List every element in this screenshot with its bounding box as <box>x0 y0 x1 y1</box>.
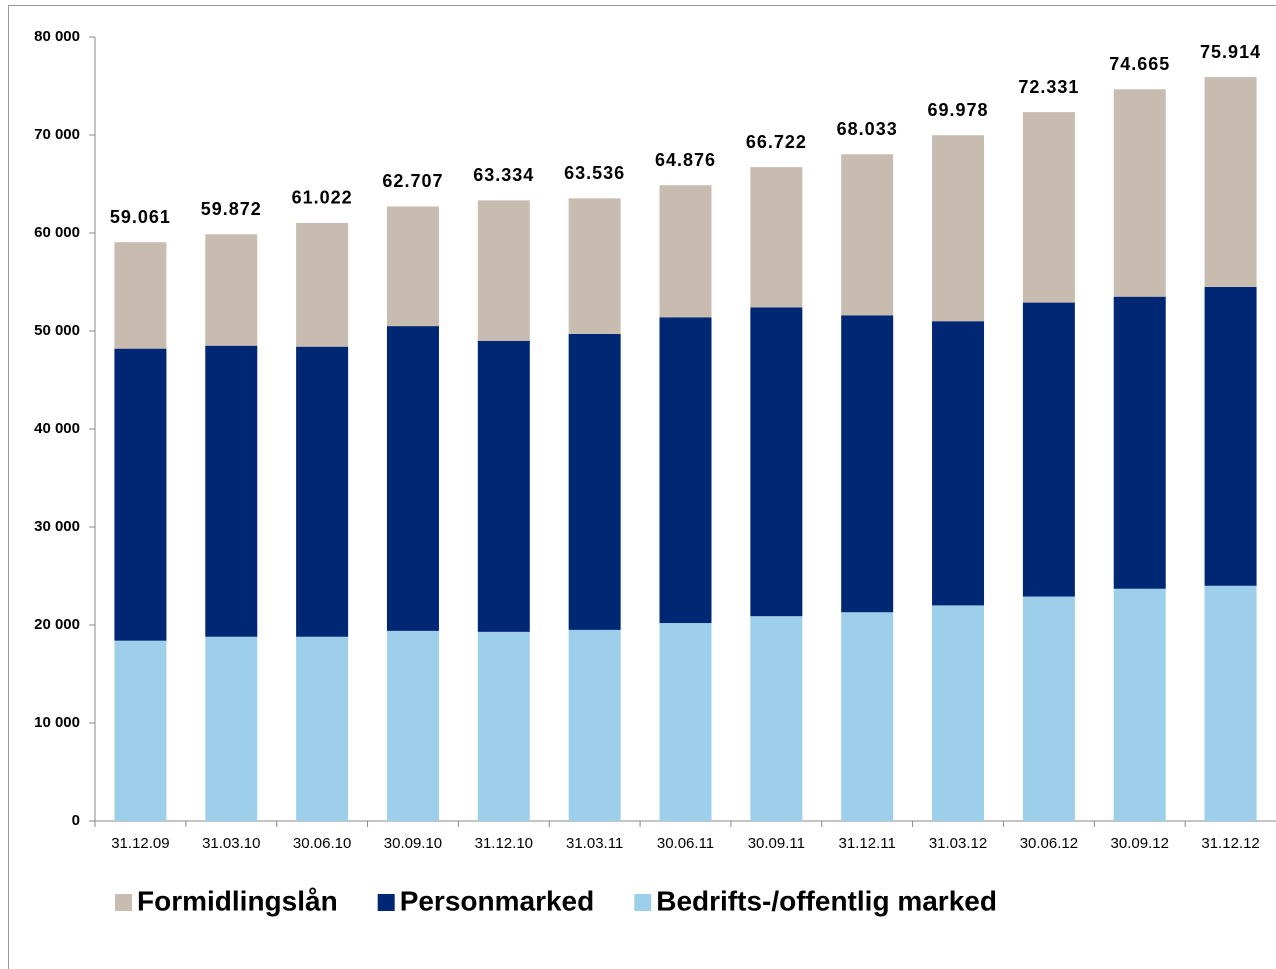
x-tick-label: 30.09.11 <box>748 835 805 852</box>
total-label: 61.022 <box>292 188 353 208</box>
bar-segment <box>841 315 894 613</box>
x-tick-label: 31.12.09 <box>111 835 169 852</box>
x-tick-label: 31.12.10 <box>475 835 533 852</box>
y-tick-label: 60 000 <box>34 224 80 241</box>
total-label: 62.707 <box>382 171 443 191</box>
bar-segment <box>114 242 167 349</box>
legend-swatch <box>377 894 395 911</box>
total-label: 68.033 <box>837 119 898 139</box>
y-tick-label: 20 000 <box>34 616 80 633</box>
total-label: 63.334 <box>473 165 534 185</box>
bar-segment <box>1022 112 1075 303</box>
bar-segment <box>386 206 439 327</box>
x-tick-label: 30.09.10 <box>384 835 442 852</box>
x-tick-label: 30.06.12 <box>1020 835 1078 852</box>
bar-segment <box>932 605 985 821</box>
y-tick-label: 70 000 <box>34 126 80 143</box>
bar-segment <box>659 317 712 624</box>
bar-segment <box>659 623 712 821</box>
total-label: 66.722 <box>746 132 807 152</box>
x-tick-label: 31.03.12 <box>929 835 987 852</box>
bar-segment <box>932 135 985 322</box>
x-tick-label: 30.06.10 <box>293 835 351 852</box>
y-tick-label: 40 000 <box>34 420 80 437</box>
x-tick-label: 31.12.12 <box>1201 835 1259 852</box>
total-label: 59.061 <box>110 207 171 227</box>
x-tick-label: 31.03.10 <box>202 835 260 852</box>
x-tick-label: 31.12.11 <box>839 835 896 852</box>
bar-segment <box>205 345 258 637</box>
x-tick-label: 30.09.12 <box>1111 835 1169 852</box>
bar-segment <box>1113 296 1166 589</box>
bar-segment <box>296 222 349 347</box>
bar-segment <box>296 636 349 821</box>
x-tick-label: 30.06.11 <box>657 835 714 852</box>
bar-segment <box>114 640 167 821</box>
x-tick-label: 31.03.11 <box>566 835 623 852</box>
bar-segment <box>1022 302 1075 597</box>
bar-segment <box>205 636 258 821</box>
bar-segment <box>386 326 439 631</box>
bar-segment <box>386 630 439 821</box>
bar-segment <box>1113 588 1166 821</box>
bar-segment <box>1022 596 1075 821</box>
y-tick-label: 80 000 <box>34 28 80 45</box>
legend-label: Bedrifts-/offentlig marked <box>656 885 997 916</box>
bar-segment <box>659 185 712 318</box>
bar-segment <box>568 629 621 821</box>
y-tick-label: 0 <box>72 812 80 829</box>
y-tick-label: 10 000 <box>34 714 80 731</box>
bar-segment <box>841 612 894 821</box>
bar-segment <box>114 348 167 641</box>
bar-segment <box>750 307 803 617</box>
bar-segment <box>296 346 349 637</box>
bar-segment <box>205 234 258 346</box>
bar-segment <box>841 154 894 316</box>
total-label: 75.914 <box>1200 42 1261 62</box>
bar-segment <box>1204 286 1257 586</box>
bar-segment <box>477 631 530 821</box>
bar-segment <box>568 198 621 334</box>
bar-segment <box>750 167 803 308</box>
legend-swatch <box>634 894 652 911</box>
legend-label: Personmarked <box>400 885 595 916</box>
bar-segment <box>568 333 621 630</box>
bar-segment <box>1204 585 1257 821</box>
total-label: 63.536 <box>564 163 625 183</box>
y-tick-label: 30 000 <box>34 518 80 535</box>
bar-segment <box>750 616 803 821</box>
total-label: 74.665 <box>1109 54 1170 74</box>
total-label: 59.872 <box>201 199 262 219</box>
legend-swatch <box>115 894 132 911</box>
bar-segment <box>477 340 530 632</box>
bar-segment <box>1113 89 1166 297</box>
bar-segment <box>1204 77 1257 287</box>
chart-frame <box>8 5 1276 969</box>
bar-segment <box>932 321 985 606</box>
total-label: 69.978 <box>928 100 989 120</box>
total-label: 64.876 <box>655 150 716 170</box>
bar-segment <box>477 200 530 341</box>
y-tick-label: 50 000 <box>34 322 80 339</box>
legend-label: Formidlingslån <box>137 885 338 916</box>
total-label: 72.331 <box>1018 77 1079 97</box>
